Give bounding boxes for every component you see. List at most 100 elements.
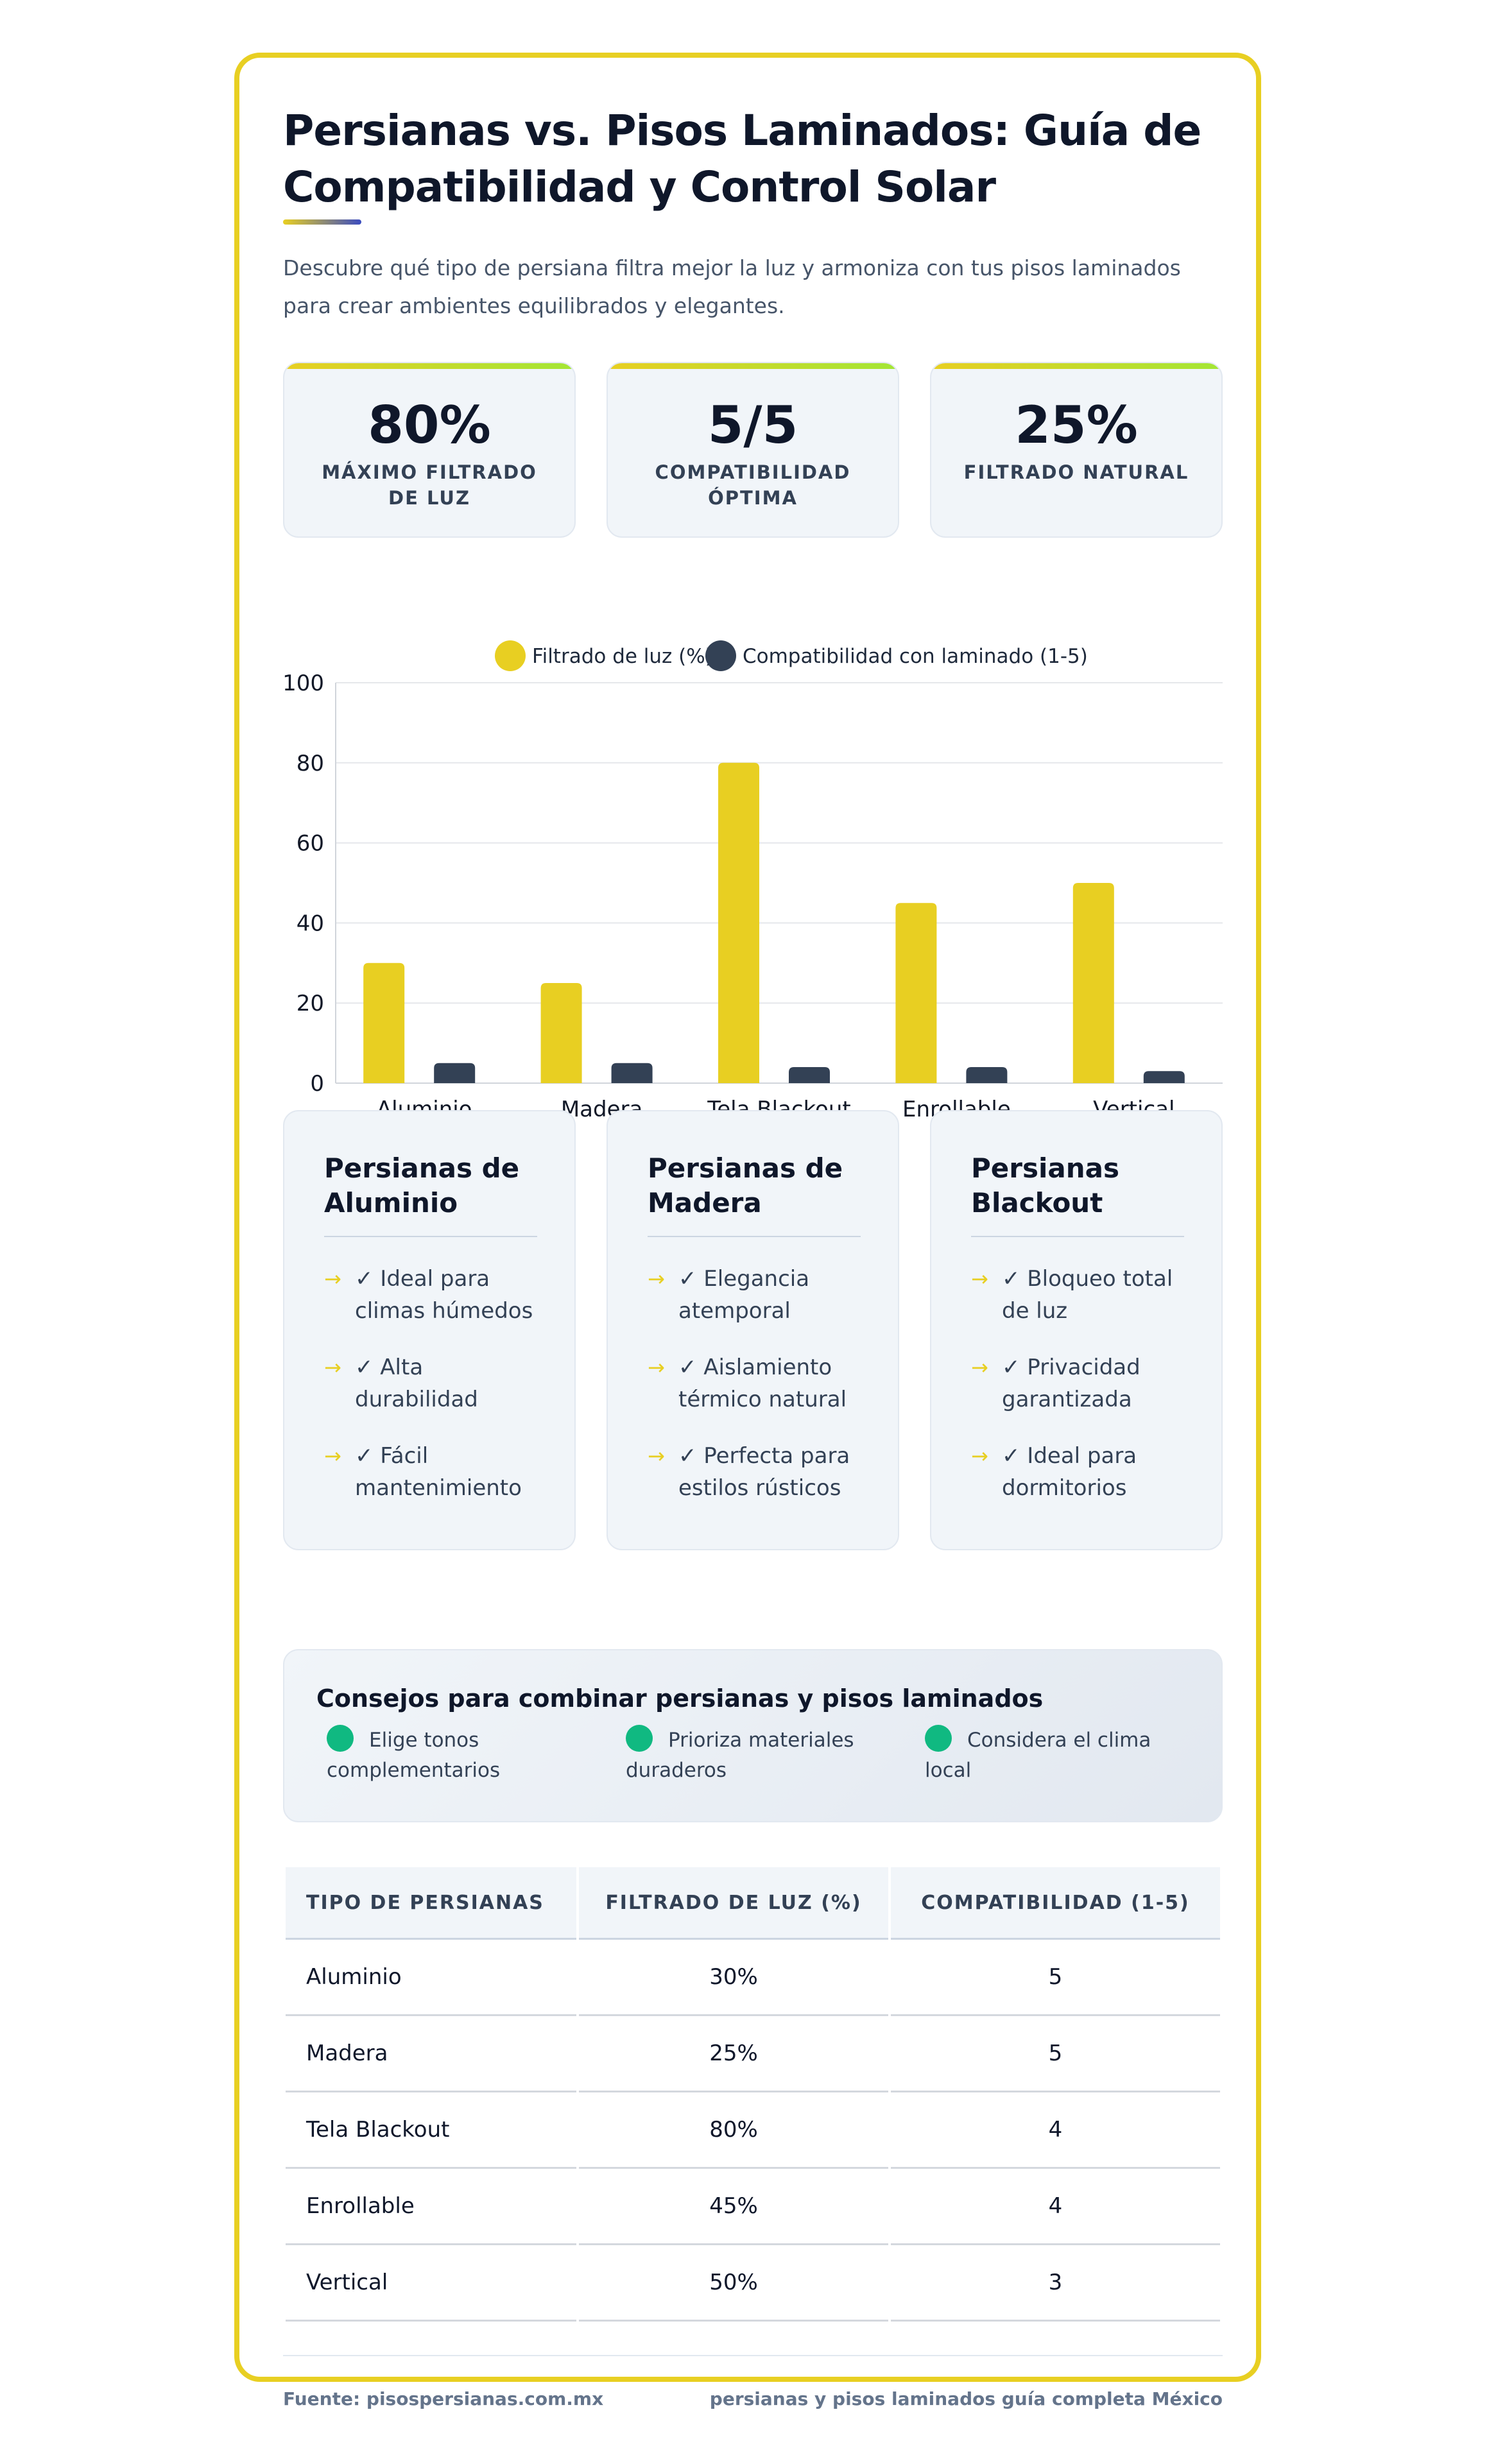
table-cell: Tela Blackout	[286, 2092, 576, 2169]
table-cell: 50%	[579, 2245, 888, 2322]
y-tick-label: 100	[283, 671, 324, 696]
feature-item: → ✓ Fácil mantenimiento	[324, 1440, 542, 1504]
legend-label: Filtrado de luz (%)	[532, 645, 713, 668]
feature-list: → ✓ Ideal para climas húmedos → ✓ Alta dur…	[324, 1263, 542, 1528]
feature-title: Persianas de Aluminio	[324, 1152, 520, 1219]
feature-item: → ✓ Privacidad garantizada	[971, 1351, 1189, 1416]
feature-divider	[324, 1236, 537, 1237]
footer-keywords: persianas y pisos laminados guía complet…	[709, 2388, 1223, 2409]
arrow-right-icon: →	[971, 1267, 988, 1291]
feature-title: Persianas de Madera	[648, 1152, 843, 1219]
arrow-right-icon: →	[648, 1267, 665, 1291]
bar-compatibilidad-madera	[611, 1063, 653, 1083]
tip-item: Considera el clima local	[925, 1725, 1194, 1786]
table-row: Enrollable 45% 4	[286, 2169, 1220, 2245]
y-tick-label: 60	[297, 831, 324, 857]
tip-item: Elige tonos complementarios	[327, 1725, 596, 1786]
table-cell: 80%	[579, 2092, 888, 2169]
tips-panel: Consejos para combinar persianas y pisos…	[283, 1649, 1223, 1822]
table-row: Aluminio 30% 5	[286, 1940, 1220, 2016]
table-cell: 3	[891, 2245, 1220, 2322]
stat-label: Máximo filtrado de luz	[322, 461, 537, 509]
y-tick-label: 80	[297, 751, 324, 776]
table-row: Tela Blackout 80% 4	[286, 2092, 1220, 2169]
bar-compatibilidad-aluminio	[434, 1063, 476, 1083]
table-row: Madera 25% 5	[286, 2016, 1220, 2092]
feature-card-madera: Persianas de Madera → ✓ Elegancia atempor…	[607, 1110, 899, 1550]
stat-value: 80%	[368, 395, 491, 455]
arrow-right-icon: →	[324, 1267, 341, 1291]
feature-card-aluminio: Persianas de Aluminio → ✓ Ideal para clim…	[283, 1110, 576, 1550]
arrow-right-icon: →	[971, 1444, 988, 1468]
bar-compatibilidad-tela-blackout	[789, 1067, 830, 1083]
feature-item: → ✓ Ideal para dormitorios	[971, 1440, 1189, 1504]
stat-card-natural-filter: 25% Filtrado natural	[930, 362, 1223, 538]
feature-item: → ✓ Aislamiento térmico natural	[648, 1351, 866, 1416]
bar-compatibilidad-enrollable	[966, 1067, 1008, 1083]
stat-label: Compatibilidad óptima	[655, 461, 851, 509]
bar-filtrado-vertical	[1072, 883, 1114, 1083]
tips-title: Consejos para combinar persianas y pisos…	[316, 1684, 1044, 1713]
feature-title: Persianas Blackout	[971, 1152, 1119, 1219]
table-cell: 5	[891, 1940, 1220, 2016]
bar-chart-svg: Filtrado de luz (%) Compatibilidad con la…	[283, 640, 1223, 1122]
table-cell: Vertical	[286, 2245, 576, 2322]
y-tick-label: 20	[297, 991, 324, 1016]
feature-item: → ✓ Perfecta para estilos rústicos	[648, 1440, 866, 1504]
tip-item: Prioriza materiales duraderos	[626, 1725, 895, 1786]
feature-list: → ✓ Elegancia atemporal → ✓ Aislamiento té…	[648, 1263, 866, 1528]
stat-label: Filtrado natural	[963, 461, 1189, 483]
table-header-row: Tipo de persianas Filtrado de luz (%) Co…	[286, 1867, 1220, 1940]
table-header-cell: Compatibilidad (1-5)	[891, 1867, 1220, 1940]
green-dot-icon	[925, 1725, 952, 1752]
bar-filtrado-tela-blackout	[718, 762, 759, 1083]
bar-filtrado-aluminio	[363, 963, 405, 1083]
legend-label: Compatibilidad con laminado (1-5)	[743, 645, 1088, 668]
table-cell: 5	[891, 2016, 1220, 2092]
table-header-cell: Filtrado de luz (%)	[579, 1867, 888, 1940]
bar-filtrado-enrollable	[895, 903, 937, 1083]
stat-card-compatibility: 5/5 Compatibilidad óptima	[607, 362, 899, 538]
footer-source: Fuente: pisospersianas.com.mx	[283, 2388, 604, 2409]
infographic-card: Persianas vs. Pisos Laminados: Guía de C…	[234, 53, 1261, 2409]
stat-value: 25%	[1015, 395, 1138, 455]
table-cell: 25%	[579, 2016, 888, 2092]
feature-item: → ✓ Alta durabilidad	[324, 1351, 542, 1416]
arrow-right-icon: →	[648, 1444, 665, 1468]
table-header-cell: Tipo de persianas	[286, 1867, 576, 1940]
feature-list: → ✓ Bloqueo total de luz → ✓ Privacidad ga…	[971, 1263, 1189, 1528]
table-row: Vertical 50% 3	[286, 2245, 1220, 2322]
arrow-right-icon: →	[971, 1355, 988, 1380]
footer-divider	[283, 2355, 1223, 2356]
arrow-right-icon: →	[324, 1444, 341, 1468]
feature-item: → ✓ Ideal para climas húmedos	[324, 1263, 542, 1327]
y-tick-label: 0	[310, 1071, 324, 1097]
feature-divider	[971, 1236, 1184, 1237]
table-cell: Aluminio	[286, 1940, 576, 2016]
comparison-table: Tipo de persianas Filtrado de luz (%) Co…	[283, 1867, 1223, 2322]
green-dot-icon	[626, 1725, 653, 1752]
bar-chart: Filtrado de luz (%) Compatibilidad con la…	[283, 622, 1223, 1136]
table-cell: Madera	[286, 2016, 576, 2092]
title-underline	[283, 219, 361, 225]
table-cell: 30%	[579, 1940, 888, 2016]
table-cell: 45%	[579, 2169, 888, 2245]
feature-item: → ✓ Elegancia atemporal	[648, 1263, 866, 1327]
table-cell: 4	[891, 2092, 1220, 2169]
feature-item: → ✓ Bloqueo total de luz	[971, 1263, 1189, 1327]
bar-filtrado-madera	[540, 983, 582, 1083]
y-tick-label: 40	[297, 911, 324, 936]
page-subtitle: Descubre qué tipo de persiana filtra mej…	[283, 255, 1181, 318]
table-cell: 4	[891, 2169, 1220, 2245]
green-dot-icon	[327, 1725, 354, 1752]
arrow-right-icon: →	[648, 1355, 665, 1380]
feature-card-blackout: Persianas Blackout → ✓ Bloqueo total de l…	[930, 1110, 1223, 1550]
bar-compatibilidad-vertical	[1143, 1071, 1185, 1083]
feature-divider	[648, 1236, 861, 1237]
legend-swatch	[705, 640, 736, 671]
page-title: Persianas vs. Pisos Laminados: Guía de C…	[283, 106, 1201, 212]
arrow-right-icon: →	[324, 1355, 341, 1380]
table-cell: Enrollable	[286, 2169, 576, 2245]
stat-card-max-filter: 80% Máximo filtrado de luz	[283, 362, 576, 538]
legend-swatch	[495, 640, 526, 671]
